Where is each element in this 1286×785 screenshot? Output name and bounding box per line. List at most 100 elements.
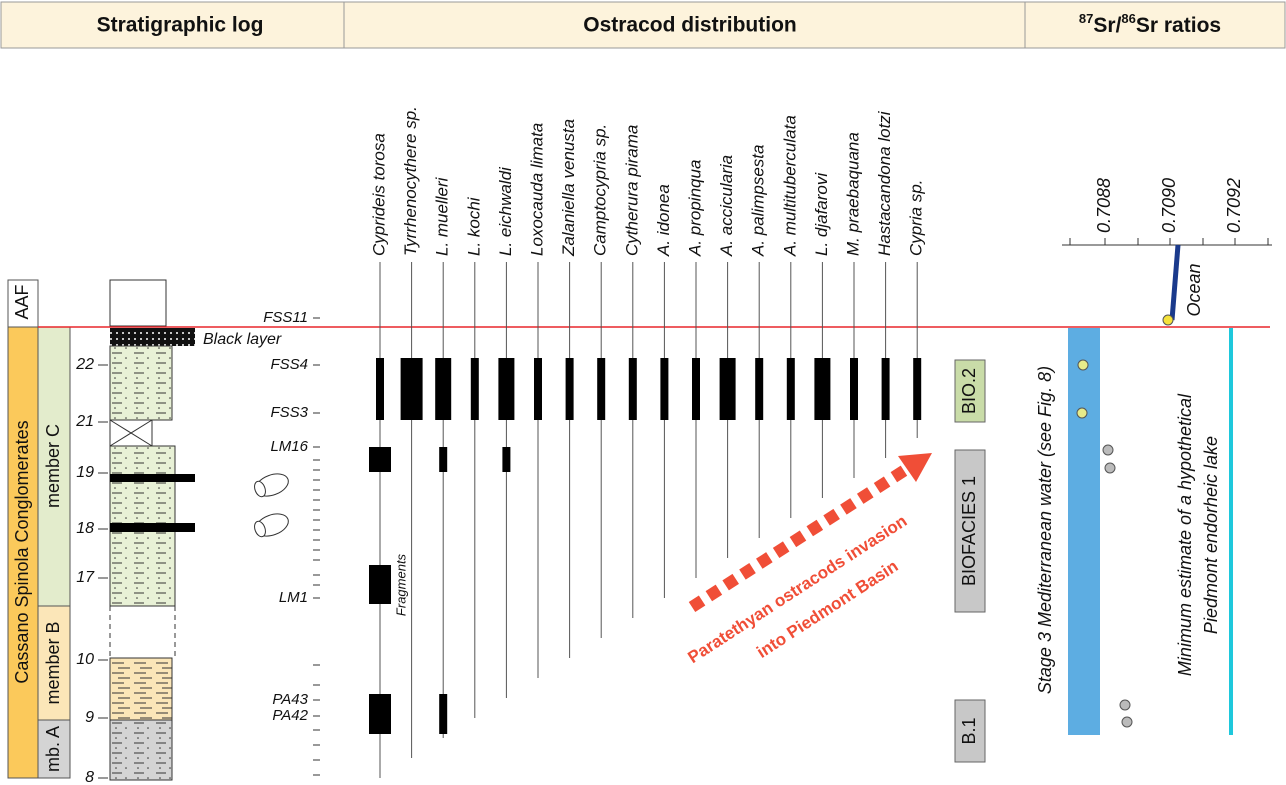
sr-point — [1078, 360, 1088, 370]
occurrence-bar — [369, 565, 391, 604]
header-title: 87Sr/86Sr ratios — [1079, 11, 1221, 36]
species-label: Cypria sp. — [907, 179, 926, 256]
unit-label: member C — [43, 424, 63, 508]
sample-label: FSS3 — [270, 404, 308, 421]
black-bed — [110, 523, 195, 532]
species-label: Loxocauda limata — [527, 123, 546, 256]
sr-panel: 0.7088 0.7090 0.7092 Ocean Stage 3 Medit… — [1035, 178, 1272, 735]
sr-tick-label: 0.7092 — [1224, 178, 1244, 233]
species-label: Zalaniella venusta — [559, 119, 578, 257]
species-label: Hastacandona lotzi — [875, 110, 894, 256]
sample-label: LM16 — [270, 438, 308, 455]
sample-label: PA42 — [272, 707, 308, 724]
sample-label: FSS11 — [263, 309, 308, 326]
occurrence-bar — [498, 358, 514, 420]
occurrence-bar — [850, 358, 858, 420]
depth-label: 18 — [76, 520, 94, 537]
occurrence-bar — [629, 358, 637, 420]
occurrence-bar — [369, 447, 391, 472]
species-label: Cyprideis torosa — [369, 133, 388, 256]
superscript: 87 — [1079, 11, 1093, 26]
occurrence-bar — [814, 358, 830, 420]
occurrence-bar — [755, 358, 763, 420]
header-text: Sr ratios — [1136, 14, 1221, 37]
fossil-icon — [253, 470, 292, 540]
species-label: A. propinqua — [685, 160, 704, 257]
log-bed — [110, 658, 172, 720]
occurrence-bar — [913, 358, 921, 420]
fragments-label: Fragments — [393, 553, 408, 616]
unit-label: Cassano Spinola Conglomerates — [12, 420, 32, 683]
log: Black layer — [110, 280, 291, 780]
stage3-label: Stage 3 Mediterranean water (see Fig. 8) — [1035, 366, 1055, 694]
sr-point — [1122, 717, 1132, 727]
occurrence-bar — [369, 694, 391, 734]
black-bed — [110, 474, 195, 482]
depth-label: 19 — [76, 464, 94, 481]
occurrence-bar — [439, 447, 447, 472]
sr-point — [1163, 315, 1173, 325]
species-label: L. djafarovi — [812, 172, 831, 256]
depth-label: 9 — [85, 709, 94, 726]
occurrence-bar — [439, 694, 447, 734]
sr-point — [1120, 700, 1130, 710]
sample-label: FSS4 — [270, 356, 308, 373]
unit-label: AAF — [12, 284, 32, 319]
log-bed — [110, 346, 172, 420]
biofacies-label: B.1 — [959, 717, 979, 744]
occurrence-bar — [502, 447, 510, 472]
log-bed — [110, 280, 166, 326]
depth-label: 17 — [76, 569, 95, 586]
occurrence-bar — [692, 358, 700, 420]
biofacies-label: BIO.2 — [959, 368, 979, 414]
occurrence-bar — [660, 358, 668, 420]
depth-label: 8 — [85, 769, 94, 785]
log-bed — [110, 720, 172, 780]
header-text: Sr/ — [1093, 14, 1121, 37]
occurrence-bar — [376, 358, 384, 420]
header: Stratigraphic log Ostracod distribution … — [1, 2, 1285, 48]
stage3-band — [1068, 328, 1100, 735]
black-layer-label: Black layer — [203, 331, 282, 348]
depth-label: 21 — [75, 413, 94, 430]
species-label: A. palimpsesta — [749, 145, 768, 258]
invasion-arrow: Paratethyan ostracods invasion into Pied… — [685, 453, 932, 667]
occurrence-bar — [787, 358, 795, 420]
depth-label: 22 — [75, 356, 94, 373]
species-label: A. accicularia — [717, 155, 736, 257]
occurrence-bar — [720, 358, 736, 420]
occurrence-bar — [597, 358, 605, 420]
sr-tick-label: 0.7088 — [1094, 178, 1114, 233]
superscript: 86 — [1121, 11, 1135, 26]
ocean-label: Ocean — [1184, 263, 1204, 316]
unit-label: member B — [43, 621, 63, 704]
sample-label: PA43 — [272, 691, 308, 708]
sr-point — [1103, 445, 1113, 455]
species-label: A. multituberculata — [780, 115, 799, 257]
occurrence-bar — [882, 358, 890, 420]
black-layer — [110, 328, 195, 346]
species-label: L. kochi — [464, 196, 483, 256]
units: AAF Cassano Spinola Conglomerates member… — [8, 280, 70, 778]
unit-label: mb. A — [43, 726, 63, 772]
lake-label: Minimum estimate of a hypothetical — [1175, 393, 1195, 676]
occurrence-bar — [435, 358, 451, 420]
header-title: Ostracod distribution — [583, 14, 797, 37]
lake-label: Piedmont endorheic lake — [1201, 436, 1221, 634]
sr-tick-label: 0.7090 — [1159, 178, 1179, 233]
sr-ticks — [1070, 238, 1268, 245]
occurrence-bar — [401, 358, 423, 420]
species-label: M. praebaquana — [843, 132, 862, 256]
species-label: Tyrrhenocythere sp. — [401, 106, 420, 256]
species-label: Camptocypria sp. — [591, 124, 610, 256]
species-label: L. eichwaldi — [496, 166, 515, 256]
biofacies: BIO.2 BIOFACIES 1 B.1 — [955, 360, 985, 762]
ocean-line — [1172, 245, 1178, 320]
sr-point — [1105, 463, 1115, 473]
header-title: Stratigraphic log — [97, 14, 264, 37]
sample-label: LM1 — [279, 589, 308, 606]
occurrence-bar — [566, 358, 574, 420]
